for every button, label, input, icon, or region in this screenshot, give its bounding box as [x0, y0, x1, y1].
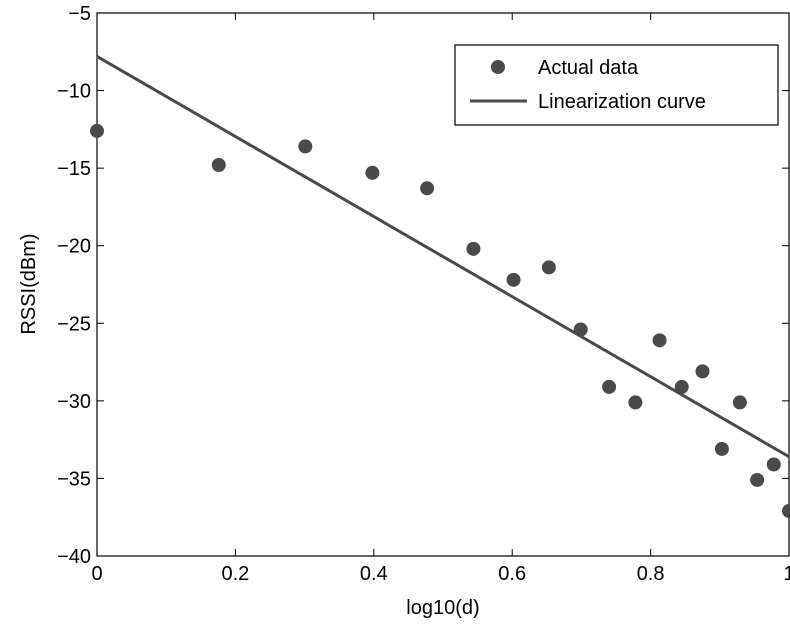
y-tick-label: −30	[57, 391, 91, 413]
x-axis-label: log10(d)	[406, 597, 479, 619]
data-point	[466, 241, 481, 256]
x-tick-label: 0.2	[221, 563, 249, 585]
y-tick-label: −5	[68, 3, 91, 25]
legend-label-linearization-curve: Linearization curve	[538, 91, 706, 113]
data-point	[674, 379, 689, 394]
data-point	[750, 472, 765, 487]
data-point	[766, 457, 781, 472]
legend-marker-actual-data	[491, 60, 505, 74]
data-point	[782, 504, 790, 519]
data-point	[211, 158, 226, 173]
series-line	[96, 55, 790, 459]
y-tick-label: −40	[57, 546, 91, 568]
data-point	[732, 395, 747, 410]
x-tick-label: 0	[91, 563, 102, 585]
data-point	[541, 260, 556, 275]
data-point	[695, 364, 710, 379]
x-tick-label: 0.6	[498, 563, 526, 585]
series-layer	[90, 55, 790, 519]
y-tick-label: −25	[57, 313, 91, 335]
y-axis-label: RSSI(dBm)	[18, 233, 40, 334]
legend-label-actual-data: Actual data	[538, 57, 639, 79]
data-point	[90, 123, 104, 138]
y-tick-label: −10	[57, 81, 91, 103]
data-point	[602, 379, 617, 394]
data-point	[652, 333, 667, 348]
y-tick-label: −15	[57, 158, 91, 180]
x-tick-label: 0.4	[360, 563, 388, 585]
legend-box	[454, 44, 779, 126]
ticks	[96, 12, 790, 557]
legend: Actual data Linearization curve	[454, 44, 779, 126]
data-point	[365, 165, 380, 180]
x-tick-label: 1	[783, 563, 790, 585]
data-point	[506, 272, 521, 287]
data-point	[420, 181, 435, 196]
y-tick-label: −35	[57, 468, 91, 490]
data-point	[714, 441, 729, 456]
data-point	[298, 139, 313, 154]
x-tick-label: 0.8	[637, 563, 665, 585]
tick-labels: 0 0.2 0.4 0.6 0.8 1 −40 −35 −30 −25 −20 −15 −10 −5	[57, 3, 790, 585]
data-point	[628, 395, 643, 410]
y-tick-label: −20	[57, 236, 91, 258]
data-point	[573, 322, 588, 337]
